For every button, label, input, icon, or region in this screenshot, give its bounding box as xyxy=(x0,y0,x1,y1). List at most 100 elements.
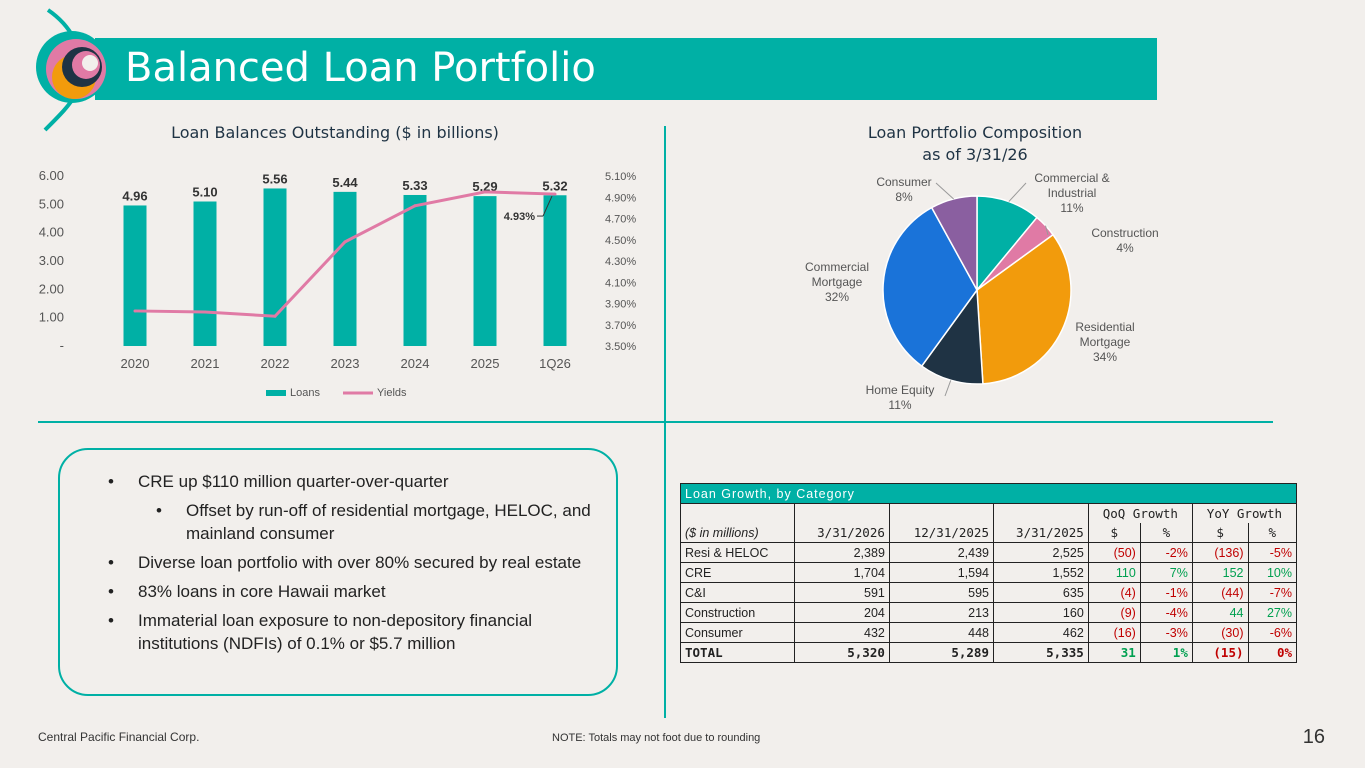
yield-point xyxy=(133,309,137,313)
bullet-list: CRE up $110 million quarter-over-quarter… xyxy=(108,470,608,661)
yield-point xyxy=(553,192,557,196)
qoq-dollar-header: $ xyxy=(1087,523,1141,543)
bullet-box xyxy=(58,448,618,696)
y-tick-left: 2.00 xyxy=(39,281,64,296)
x-tick-label: 2025 xyxy=(471,356,500,371)
table-cell-yp: 27% xyxy=(1247,602,1297,623)
title-bar xyxy=(95,38,1157,100)
loan-balance-chart: 6.00 5.00 4.00 3.00 2.00 1.00 - 5.10% 4.90% 4.70%… xyxy=(39,168,637,399)
table-title: Loan Growth, by Category xyxy=(680,483,1297,504)
table-body: Resi & HELOC 2,389 2,439 2,525 (50) -2% (136) -… xyxy=(679,542,1297,663)
col-2025-header: 3/31/2025 xyxy=(992,523,1089,543)
legend-loans-label: Loans xyxy=(290,387,320,399)
bar-loans xyxy=(123,205,147,346)
bar-value-label: 5.33 xyxy=(402,178,427,193)
bullet-sub-item: Offset by run-off of residential mortgag… xyxy=(156,499,608,545)
table-cell-qd: (9) xyxy=(1087,602,1141,623)
table-cell-qp: -2% xyxy=(1139,542,1193,563)
pie-slice-label: Commercial Mortgage 32% xyxy=(805,260,869,304)
table-cell-yp: -5% xyxy=(1247,542,1297,563)
legend-yields-label: Yields xyxy=(377,387,407,399)
bullet-item: CRE up $110 million quarter-over-quarter xyxy=(108,470,608,493)
yoy-dollar-header: $ xyxy=(1191,523,1249,543)
table-cell-name: Consumer xyxy=(679,622,796,643)
page-number: 16 xyxy=(1302,726,1325,748)
company-logo-icon xyxy=(36,8,108,132)
bar-value-label: 4.96 xyxy=(122,188,147,203)
pie-leader-line xyxy=(1045,225,1049,236)
table-cell-c: 160 xyxy=(992,602,1089,623)
table-title-row: Loan Growth, by Category xyxy=(680,483,1297,504)
bar-loans xyxy=(333,191,357,346)
pie-slice xyxy=(976,195,1038,293)
bar-loans xyxy=(473,196,497,346)
yoy-growth-header: YoY Growth xyxy=(1191,503,1298,523)
table-cell-qp: 1% xyxy=(1139,642,1193,663)
table-group-header-row: QoQ Growth YoY Growth xyxy=(679,503,1298,523)
horizontal-divider xyxy=(38,421,1273,423)
table-cell-qd: 31 xyxy=(1087,642,1141,663)
col-2026-header: 3/31/2026 xyxy=(794,523,890,543)
table-cell-yd: (44) xyxy=(1191,582,1249,603)
yield-point xyxy=(413,204,417,208)
x-tick-label: 2024 xyxy=(401,356,430,371)
bar-chart-title: Loan Balances Outstanding ($ in billions… xyxy=(171,123,499,142)
table-row: CRE 1,704 1,594 1,552 110 7% 152 10% xyxy=(679,562,1297,583)
table-cell-yp: -7% xyxy=(1247,582,1297,603)
y-tick-right: 4.70% xyxy=(605,214,636,226)
page-title: Balanced Loan Portfolio xyxy=(125,45,596,91)
bullet-item: Immaterial loan exposure to non-deposito… xyxy=(108,609,608,655)
table-cell-a: 5,320 xyxy=(794,642,890,663)
y-tick-right: 4.10% xyxy=(605,277,636,289)
bar-loans xyxy=(403,194,427,346)
qoq-growth-header: QoQ Growth xyxy=(1087,503,1193,523)
table-cell-yd: (136) xyxy=(1191,542,1249,563)
pie-leader-line xyxy=(935,182,954,200)
table-cell-a: 432 xyxy=(794,622,890,643)
table-total-row: TOTAL 5,320 5,289 5,335 31 1% (15) 0% xyxy=(679,642,1297,663)
table-cell-yd: (30) xyxy=(1191,622,1249,643)
table-cell-a: 591 xyxy=(794,582,890,603)
table-cell-c: 2,525 xyxy=(992,542,1089,563)
table-cell-name: TOTAL xyxy=(679,642,796,663)
bullet-item: Diverse loan portfolio with over 80% sec… xyxy=(108,551,608,574)
x-tick-label: 2021 xyxy=(191,356,220,371)
table-cell-name: Resi & HELOC xyxy=(679,542,796,563)
yield-point xyxy=(343,240,347,244)
bar-value-label: 5.29 xyxy=(472,179,497,194)
table-cell-qp: -4% xyxy=(1139,602,1193,623)
table-cell-yp: 10% xyxy=(1247,562,1297,583)
portfolio-pie-chart: Commercial & Industrial 11% Construction 4% R… xyxy=(805,171,1159,412)
table-cell-name: CRE xyxy=(679,562,796,583)
x-tick-label: 2023 xyxy=(331,356,360,371)
table-cell-yd: 152 xyxy=(1191,562,1249,583)
y-tick-left: 6.00 xyxy=(39,168,64,183)
bar-loans xyxy=(543,195,567,346)
bar-loans xyxy=(263,188,287,346)
table-row: C&I 591 595 635 (4) -1% (44) -7% xyxy=(679,582,1297,603)
bar-value-label: 5.10 xyxy=(192,185,217,200)
table-cell-b: 448 xyxy=(888,622,994,643)
pie-slice-label: Commercial & Industrial 11% xyxy=(1034,171,1109,215)
bar-value-label: 5.44 xyxy=(332,175,358,190)
table-cell-qd: (50) xyxy=(1087,542,1141,563)
table-cell-b: 595 xyxy=(888,582,994,603)
pie-slice-label: Consumer 8% xyxy=(876,175,931,204)
y-tick-right: 5.10% xyxy=(605,171,636,183)
table-cell-yd: (15) xyxy=(1191,642,1249,663)
pie-slice xyxy=(976,233,1072,385)
table-row: Resi & HELOC 2,389 2,439 2,525 (50) -2% (136) -… xyxy=(679,542,1297,563)
table-cell-b: 213 xyxy=(888,602,994,623)
pie-slice-label: Residential Mortgage 34% xyxy=(1075,320,1134,364)
table-cell-name: C&I xyxy=(679,582,796,603)
pie-chart-title: Loan Portfolio Composition as of 3/31/26 xyxy=(820,122,1130,166)
yield-point xyxy=(483,190,487,194)
yoy-pct-header: % xyxy=(1247,523,1297,543)
y-tick-left: 1.00 xyxy=(39,310,64,325)
y-tick-right: 3.90% xyxy=(605,299,636,311)
table-cell-qp: 7% xyxy=(1139,562,1193,583)
y-tick-right: 4.50% xyxy=(605,235,636,247)
pie-slice xyxy=(882,206,978,368)
table-column-header-row: ($ in millions) 3/31/2026 12/31/2025 3/3… xyxy=(679,523,1297,543)
table-cell-b: 5,289 xyxy=(888,642,994,663)
